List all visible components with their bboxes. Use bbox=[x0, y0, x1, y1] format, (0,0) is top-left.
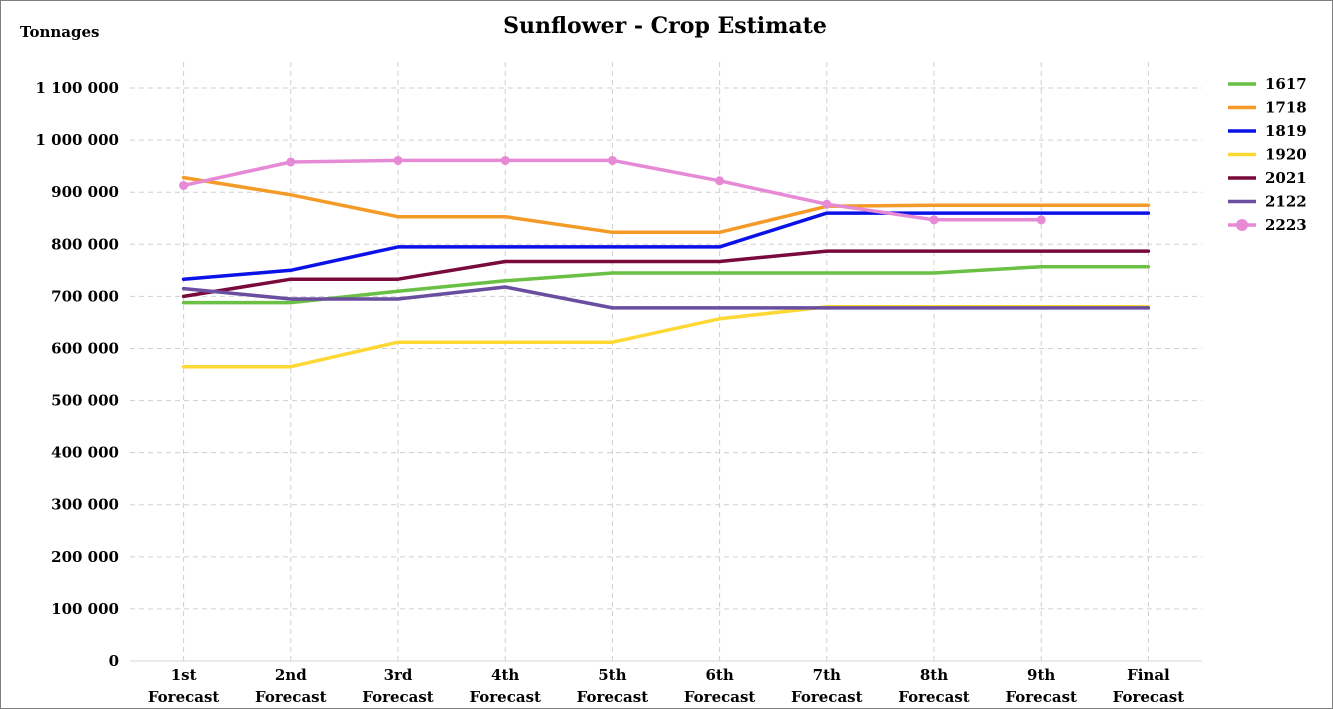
x-tick-label: 2nd Forecast bbox=[255, 666, 327, 706]
y-tick-label: 300 000 bbox=[51, 496, 119, 514]
y-tick-label: 200 000 bbox=[51, 548, 119, 566]
legend-item-1819: 1819 bbox=[1228, 122, 1307, 140]
y-tick-label: 700 000 bbox=[51, 287, 119, 305]
data-point-2223 bbox=[929, 215, 939, 225]
series-1617 bbox=[181, 264, 1151, 305]
legend-item-2223: 2223 bbox=[1228, 216, 1307, 234]
series-1718 bbox=[181, 175, 1151, 235]
legend-marker bbox=[1236, 219, 1248, 231]
y-tick-label: 600 000 bbox=[51, 339, 119, 357]
legend-label: 2122 bbox=[1265, 193, 1307, 211]
y-tick-label: 1 000 000 bbox=[35, 131, 119, 149]
data-point-2223 bbox=[822, 199, 832, 209]
legend-label: 1617 bbox=[1265, 75, 1307, 93]
x-tick-label: 4th Forecast bbox=[469, 666, 541, 706]
x-tick-label: 6th Forecast bbox=[684, 666, 756, 706]
legend: 1617 1718 1819 1920 2021 2122 2223 bbox=[1228, 75, 1307, 234]
legend-item-1617: 1617 bbox=[1228, 75, 1307, 93]
legend-item-1920: 1920 bbox=[1228, 146, 1307, 164]
legend-label: 2223 bbox=[1265, 216, 1307, 234]
data-point-2223 bbox=[1036, 215, 1046, 225]
x-tick-label: 7th Forecast bbox=[791, 666, 863, 706]
series-line-1819 bbox=[181, 211, 1151, 281]
data-point-2223 bbox=[393, 155, 403, 165]
data-point-2223 bbox=[715, 176, 725, 186]
series-1920 bbox=[181, 305, 1151, 369]
y-tick-label: 0 bbox=[109, 652, 119, 670]
legend-item-2021: 2021 bbox=[1228, 169, 1307, 187]
x-tick-label: 1st Forecast bbox=[148, 666, 220, 706]
series-line-2021 bbox=[181, 249, 1151, 299]
data-point-2223 bbox=[607, 155, 617, 165]
series-2021 bbox=[181, 249, 1151, 299]
y-axis-label: Tonnages bbox=[20, 23, 99, 41]
x-tick-label: 8th Forecast bbox=[898, 666, 970, 706]
series-2122 bbox=[181, 285, 1151, 310]
legend-label: 1819 bbox=[1265, 122, 1307, 140]
y-tick-label: 100 000 bbox=[51, 600, 119, 618]
data-point-2223 bbox=[179, 180, 189, 190]
y-tick-label: 900 000 bbox=[51, 183, 119, 201]
y-tick-label: 500 000 bbox=[51, 392, 119, 410]
y-tick-label: 400 000 bbox=[51, 444, 119, 462]
data-point-2223 bbox=[500, 155, 510, 165]
series-line-1617 bbox=[181, 264, 1151, 305]
series-1819 bbox=[181, 211, 1151, 281]
data-point-2223 bbox=[286, 157, 296, 167]
y-tick-label: 800 000 bbox=[51, 235, 119, 253]
legend-item-2122: 2122 bbox=[1228, 193, 1307, 211]
x-tick-label: 3rd Forecast bbox=[362, 666, 434, 706]
legend-label: 1718 bbox=[1265, 99, 1307, 117]
series-lines bbox=[179, 155, 1151, 369]
series-2223 bbox=[179, 155, 1046, 225]
series-line-2122 bbox=[181, 285, 1151, 310]
x-tick-label: 5th Forecast bbox=[577, 666, 649, 706]
axes: 0 100 000 200 000 300 000 400 000 500 000 600 … bbox=[35, 79, 1202, 706]
x-tick-label: 9th Forecast bbox=[1005, 666, 1077, 706]
chart-title: Sunflower - Crop Estimate bbox=[503, 13, 827, 39]
grid bbox=[130, 62, 1202, 661]
legend-label: 1920 bbox=[1265, 146, 1307, 164]
y-tick-label: 1 100 000 bbox=[35, 79, 119, 97]
series-line-1920 bbox=[181, 305, 1151, 369]
legend-item-1718: 1718 bbox=[1228, 99, 1307, 117]
series-line-1718 bbox=[181, 175, 1151, 235]
legend-label: 2021 bbox=[1265, 169, 1307, 187]
x-tick-label: Final Forecast bbox=[1113, 666, 1185, 706]
